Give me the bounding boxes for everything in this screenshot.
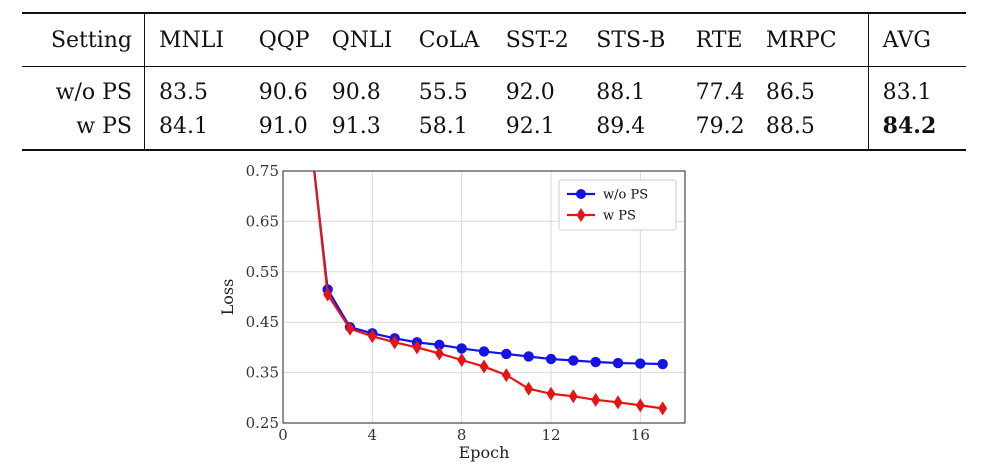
- cell-qnli: 91.3: [331, 113, 381, 139]
- data-point: [390, 335, 400, 350]
- cell-stsb: 89.4: [596, 113, 646, 139]
- cell-mrpc: 88.5: [765, 113, 815, 139]
- data-point: [434, 346, 444, 361]
- legend-marker: [576, 208, 586, 222]
- data-point: [323, 287, 333, 302]
- data-point: [568, 355, 579, 366]
- data-point: [457, 353, 467, 367]
- loss-chart: 0 4 8 12 16 0.25 0.35 0.45 0.55 0.65 0.75 Epoch Loss…: [205, 160, 705, 470]
- data-point: [635, 358, 646, 369]
- header-setting: Setting: [22, 13, 145, 67]
- x-tick-label: 8: [457, 426, 467, 444]
- data-point: [523, 351, 534, 362]
- header-avg: AVG: [867, 13, 966, 67]
- y-tick-label: 0.45: [246, 313, 279, 331]
- table-header-row: Setting MNLI QQP QNLI CoLA SST-2 STS-B R…: [22, 13, 966, 67]
- cell-qnli: 90.8: [331, 79, 381, 105]
- data-point: [591, 392, 601, 407]
- table-row: w/o PS 83.5 90.6 90.8 55.5 92.0 88.1 77.…: [22, 66, 966, 107]
- data-point: [590, 356, 601, 368]
- header-cola: CoLA: [418, 27, 480, 53]
- y-tick-label: 0.65: [246, 212, 279, 230]
- cell-mnli: 83.5: [159, 79, 208, 105]
- data-point: [412, 340, 422, 355]
- y-tick-label: 0.75: [246, 162, 279, 180]
- data-point: [501, 348, 512, 360]
- header-mnli: MNLI: [159, 27, 225, 53]
- cell-cola: 58.1: [418, 113, 468, 139]
- y-tick-label: 0.55: [246, 263, 279, 281]
- cell-rte: 77.4: [695, 79, 745, 105]
- data-point: [367, 329, 377, 344]
- y-tick-label: 0.35: [246, 364, 279, 382]
- data-point: [613, 395, 623, 410]
- x-tick-label: 12: [541, 426, 560, 444]
- y-axis-label: Loss: [218, 279, 237, 316]
- x-tick-label: 0: [278, 426, 288, 444]
- data-point: [456, 343, 467, 354]
- x-tick-label: 4: [368, 426, 378, 444]
- cell-avg-best: 84.2: [867, 107, 966, 150]
- results-table: Setting MNLI QQP QNLI CoLA SST-2 STS-B R…: [22, 12, 966, 151]
- data-point: [635, 398, 645, 413]
- data-point: [545, 353, 557, 365]
- data-point: [612, 357, 624, 369]
- legend-label: w/o PS: [603, 188, 648, 203]
- header-qqp: QQP: [258, 27, 310, 53]
- plot-frame: [282, 170, 686, 424]
- x-axis-label: Epoch: [459, 443, 510, 462]
- data-point: [478, 346, 490, 357]
- results-table-container: Setting MNLI QQP QNLI CoLA SST-2 STS-B R…: [22, 12, 966, 151]
- cell-avg: 83.1: [867, 66, 966, 107]
- header-rte: RTE: [695, 27, 743, 53]
- data-point: [546, 386, 556, 401]
- cell-mrpc: 86.5: [765, 79, 815, 105]
- cell-mnli: 84.1: [159, 113, 208, 139]
- data-point: [657, 358, 668, 370]
- row-setting: w/o PS: [22, 66, 145, 107]
- data-point: [434, 339, 445, 351]
- header-sst2: SST-2: [505, 27, 569, 53]
- cell-qqp: 90.6: [258, 79, 308, 105]
- cell-cola: 55.5: [418, 79, 468, 105]
- cell-stsb: 88.1: [596, 79, 646, 105]
- cell-sst2: 92.0: [505, 79, 555, 105]
- cell-rte: 79.2: [695, 113, 745, 139]
- legend-label: w PS: [603, 209, 636, 224]
- series-w-ps: [313, 171, 668, 416]
- data-point: [345, 321, 355, 336]
- table-row: w PS 84.1 91.0 91.3 58.1 92.1 89.4 79.2 …: [22, 107, 966, 150]
- header-qnli: QNLI: [331, 27, 393, 53]
- data-point: [568, 389, 578, 404]
- legend-box: [558, 179, 677, 231]
- data-point: [501, 368, 511, 383]
- row-setting: w PS: [22, 107, 145, 150]
- cell-qqp: 91.0: [258, 113, 308, 139]
- legend-marker: [576, 189, 586, 199]
- data-point: [479, 359, 489, 374]
- y-tick-label: 0.25: [246, 414, 279, 432]
- data-point: [658, 401, 668, 416]
- cell-sst2: 92.1: [505, 113, 555, 139]
- header-stsb: STS-B: [596, 27, 666, 53]
- loss-chart-svg: 0 4 8 12 16 0.25 0.35 0.45 0.55 0.65 0.75 Epoch Loss…: [218, 162, 686, 462]
- header-mrpc: MRPC: [765, 27, 837, 53]
- data-point: [524, 381, 534, 396]
- x-tick-label: 16: [631, 426, 650, 444]
